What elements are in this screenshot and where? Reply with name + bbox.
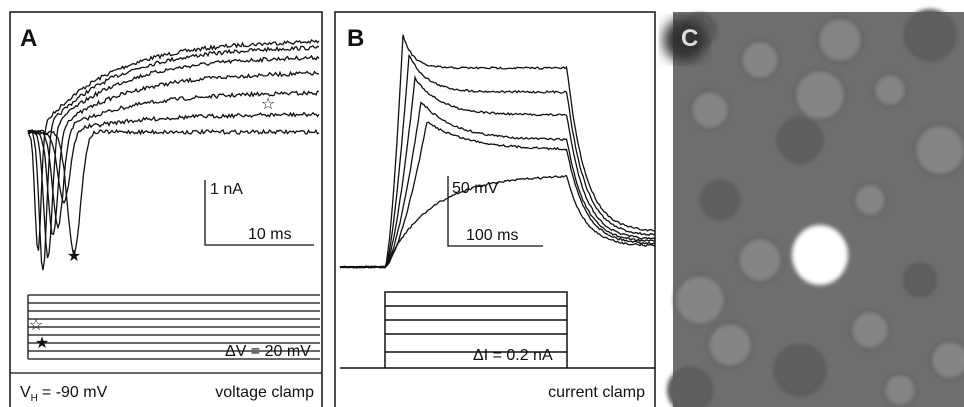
mode-label: voltage clamp xyxy=(215,384,314,401)
current-trace xyxy=(27,45,320,271)
scale-bar xyxy=(447,176,543,247)
step-label: ΔV = 20 mV xyxy=(225,343,311,360)
subscript: H xyxy=(31,393,38,404)
cell xyxy=(794,69,846,121)
scale-bar xyxy=(204,180,314,246)
current-trace xyxy=(27,54,320,259)
open-star: ☆ xyxy=(261,96,275,113)
cell xyxy=(930,340,964,380)
current-trace xyxy=(28,111,320,205)
cell xyxy=(690,90,730,130)
current-trace xyxy=(28,90,320,230)
scale-voltage: 50 mV xyxy=(452,180,499,197)
panel-label: C xyxy=(681,25,698,52)
cell xyxy=(737,237,783,283)
current-trace xyxy=(27,70,320,236)
cells xyxy=(663,9,964,407)
current-trace xyxy=(27,39,320,251)
cell xyxy=(707,322,753,368)
cell xyxy=(674,274,726,326)
scale-time: 100 ms xyxy=(466,227,518,244)
panel-label: B xyxy=(347,25,364,52)
dark-spot xyxy=(663,18,707,62)
cell xyxy=(774,344,826,396)
cell xyxy=(903,263,937,297)
cell xyxy=(850,310,890,350)
cell xyxy=(740,40,780,80)
voltage-trace xyxy=(339,34,656,269)
panel-a-frame xyxy=(9,11,323,407)
voltage-steps xyxy=(27,294,320,360)
cell xyxy=(904,9,956,61)
cell xyxy=(873,73,907,107)
cell xyxy=(853,183,887,217)
filled-star: ★ xyxy=(67,248,81,265)
panel-b-frame xyxy=(334,11,656,407)
filled-star: ★ xyxy=(35,335,49,352)
current-traces xyxy=(27,39,320,271)
current-trace xyxy=(27,128,320,255)
scale-current: 1 nA xyxy=(210,181,243,198)
mode-label: current clamp xyxy=(548,384,645,401)
holding-text: = -90 mV xyxy=(42,384,108,401)
voltage-traces xyxy=(339,34,656,269)
cell xyxy=(667,367,713,407)
cell xyxy=(817,17,863,63)
voltage-trace xyxy=(339,101,656,269)
symbol: V xyxy=(20,384,31,401)
scale-time: 10 ms xyxy=(248,226,292,243)
step-label: ΔI = 0.2 nA xyxy=(473,347,553,364)
voltage-trace xyxy=(339,74,656,269)
cell xyxy=(914,124,964,176)
voltage-trace xyxy=(339,53,655,269)
holding-potential: VH = -90 mV xyxy=(20,384,108,404)
current-steps xyxy=(340,291,655,369)
panel-label: A xyxy=(20,25,37,52)
labeled-cell xyxy=(792,225,848,285)
cell xyxy=(883,373,917,407)
voltage-trace xyxy=(340,121,656,269)
cell xyxy=(700,180,740,220)
voltage-trace xyxy=(339,175,656,269)
open-star: ☆ xyxy=(29,317,43,334)
step-outline xyxy=(384,291,568,368)
cell xyxy=(777,117,823,163)
